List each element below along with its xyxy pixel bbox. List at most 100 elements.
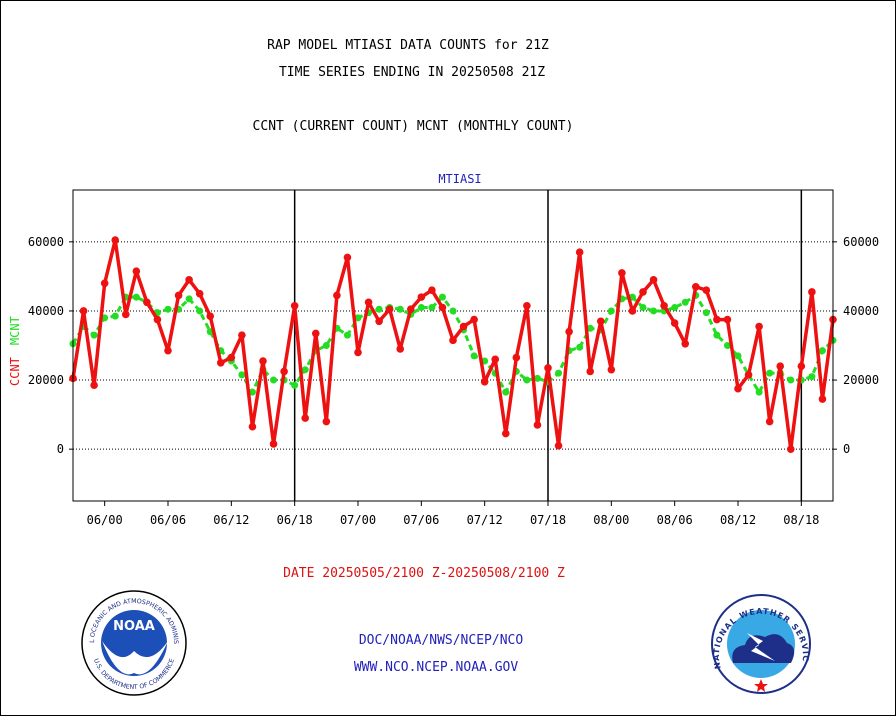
ccnt-point (164, 346, 172, 355)
ccnt-point (111, 236, 120, 244)
y-tick-label-left: 20000 (28, 373, 64, 387)
ccnt-point (554, 441, 563, 450)
mcnt-point (723, 342, 731, 349)
y-tick-label-left: 60000 (28, 235, 64, 249)
ccnt-point (322, 417, 331, 426)
ccnt-point (195, 289, 204, 298)
mcnt-point (818, 347, 826, 355)
ccnt-point (649, 276, 658, 284)
mcnt-point (322, 342, 330, 349)
x-tick-label: 08/12 (720, 513, 756, 527)
plot-frame (72, 189, 834, 502)
footer-org: DOC/NOAA/NWS/NCEP/NCO (358, 633, 524, 648)
ccnt-point (596, 317, 605, 326)
noaa-logo-text: NOAA (113, 619, 155, 634)
star-icon (754, 679, 768, 692)
mcnt-point (238, 371, 246, 379)
ccnt-point (343, 253, 352, 262)
ccnt-point (565, 327, 573, 336)
mcnt-point (301, 366, 309, 374)
ccnt-point (713, 315, 721, 324)
x-tick-label: 07/06 (403, 513, 439, 527)
ccnt-point (216, 358, 225, 367)
y-tick-label-right: 40000 (843, 304, 879, 318)
ccnt-point (480, 377, 489, 386)
ccnt-point (702, 286, 711, 295)
noaa-logo: NOAA NATIONAL OCEANIC AND ATMOSPHERIC AD… (80, 589, 187, 696)
mcnt-point (713, 331, 721, 339)
footer-url[interactable]: WWW.NCO.NCEP.NOAA.GOV (353, 660, 519, 675)
ccnt-point (121, 310, 130, 319)
ccnt-point (491, 355, 500, 364)
ccnt-point (501, 429, 510, 438)
y-label-mcnt: MCNT (8, 316, 22, 345)
title-line-1: RAP MODEL MTIASI DATA COUNTS for 21Z (267, 38, 549, 53)
mcnt-point (90, 331, 98, 339)
ccnt-point (586, 367, 595, 376)
y-tick-label-left: 40000 (28, 304, 64, 318)
ccnt-point (428, 286, 436, 295)
mcnt-point (291, 381, 299, 389)
ccnt-point (533, 421, 542, 429)
ccnt-point (364, 298, 373, 307)
ccnt-point (639, 288, 647, 296)
ccnt-point (396, 345, 405, 353)
ccnt-point (544, 364, 552, 372)
x-tick-label: 06/12 (213, 513, 249, 527)
ccnt-point (438, 303, 447, 312)
ccnt-point (459, 322, 468, 331)
mcnt-point (417, 303, 425, 311)
y-tick-label-right: 20000 (843, 373, 879, 387)
ccnt-point (354, 348, 362, 357)
mcnt-point (438, 293, 446, 301)
ccnt-point (206, 312, 215, 320)
ccnt-point (755, 322, 763, 331)
mcnt-point (808, 373, 816, 381)
y-tick-label-right: 60000 (843, 235, 879, 249)
ccnt-point (470, 315, 478, 324)
ccnt-point (449, 336, 457, 345)
ccnt-point (79, 307, 88, 315)
mcnt-point (470, 352, 478, 360)
ccnt-point (406, 305, 415, 314)
mcnt-point (375, 305, 383, 313)
x-tick-label: 06/06 (150, 513, 186, 527)
ccnt-point (691, 282, 700, 291)
ccnt-point (132, 267, 141, 276)
mcnt-point (185, 295, 193, 303)
mcnt-point (354, 314, 362, 322)
mcnt-point (734, 352, 742, 360)
mcnt-point (650, 307, 658, 315)
ccnt-point (333, 291, 341, 300)
mcnt-point (607, 307, 615, 315)
nws-logo: NATIONAL WEATHER SERVICE (707, 593, 811, 694)
mcnt-point (270, 376, 278, 384)
ccnt-point (797, 362, 806, 371)
ccnt-point (765, 417, 774, 426)
ccnt-point (385, 305, 394, 314)
mcnt-point (702, 309, 710, 317)
ccnt-point (734, 384, 742, 393)
ccnt-point (786, 445, 795, 453)
ccnt-point (290, 301, 299, 310)
mcnt-point (132, 293, 140, 301)
ccnt-point (628, 307, 637, 315)
mcnt-point (196, 307, 204, 315)
ccnt-point (670, 319, 679, 327)
ccnt-point (259, 357, 267, 365)
x-tick-label: 08/18 (783, 513, 819, 527)
ccnt-point (269, 440, 278, 448)
y-label-ccnt: CCNT (8, 357, 22, 386)
ccnt-point (681, 339, 690, 348)
ccnt-point (143, 298, 151, 307)
x-tick-label: 08/00 (593, 513, 629, 527)
mcnt-point (787, 376, 795, 384)
x-axis-label: DATE 20250505/2100 Z-20250508/2100 Z (283, 566, 565, 581)
ccnt-point (417, 293, 426, 301)
ccnt-point (238, 331, 246, 339)
ccnt-point (618, 269, 626, 277)
ccnt-point (100, 279, 109, 288)
y-tick-label-left: 0 (57, 442, 64, 456)
ccnt-point (660, 301, 668, 310)
